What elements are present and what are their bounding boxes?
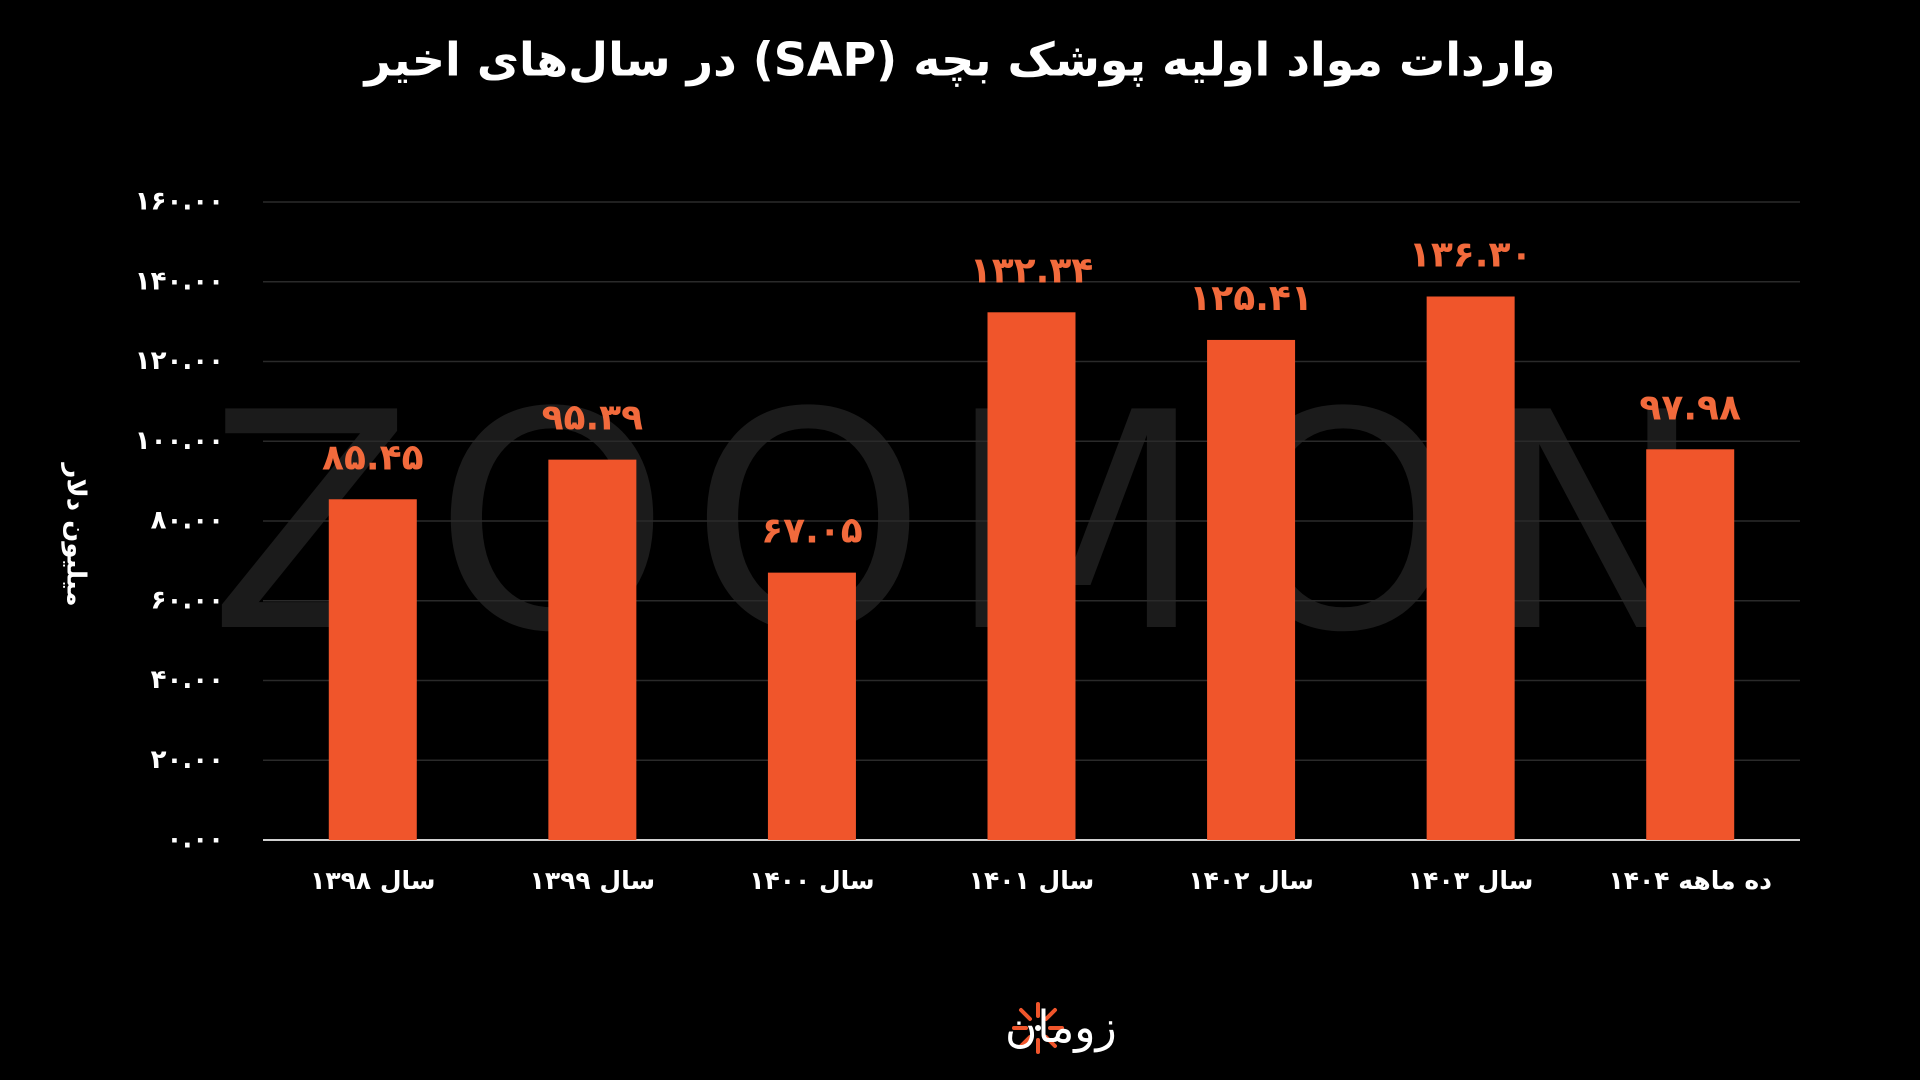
y-tick-label: ۴۰.۰۰: [151, 665, 224, 695]
bar: [1207, 339, 1296, 840]
x-tick-label: سال ۱۴۰۲: [1188, 866, 1313, 895]
y-tick-label: ۱۰۰.۰۰: [135, 426, 224, 456]
y-tick-label: ۰.۰۰: [167, 825, 224, 855]
bar: [987, 312, 1076, 840]
y-tick-label: ۶۰.۰۰: [151, 585, 224, 615]
y-tick-label: ۱۶۰.۰۰: [135, 187, 224, 217]
logo-icon: [1012, 1002, 1064, 1054]
value-label: ۸۵.۴۵: [322, 437, 424, 478]
chart-title: واردات مواد اولیه پوشک بچه (SAP) در سال‌…: [363, 33, 1556, 88]
value-label: ۱۳۲.۳۴: [970, 250, 1094, 291]
y-tick-label: ۱۲۰.۰۰: [135, 346, 224, 376]
x-tick-label: سال ۱۳۹۹: [530, 866, 655, 895]
value-label: ۶۷.۰۵: [761, 511, 863, 552]
x-tick-label: سال ۱۴۰۰: [749, 866, 874, 895]
y-tick-label: ۱۴۰.۰۰: [135, 266, 224, 296]
bar: [548, 459, 637, 840]
bar: [1426, 296, 1515, 840]
value-label: ۹۵.۳۹: [542, 398, 644, 439]
y-tick-label: ۸۰.۰۰: [151, 506, 224, 536]
logo-text: زومان: [1005, 1002, 1117, 1053]
x-tick-label: سال ۱۴۰۱: [969, 866, 1094, 895]
x-tick-label: سال ۱۳۹۸: [310, 866, 435, 895]
bar: [767, 572, 856, 840]
y-tick-label: ۲۰.۰۰: [151, 745, 224, 775]
bar: [1646, 449, 1735, 840]
value-label: ۹۷.۹۸: [1639, 387, 1741, 428]
y-axis-label: میلیون دلار: [61, 461, 91, 606]
logo: زومان: [1005, 1002, 1117, 1054]
x-tick-label: سال ۱۴۰۳: [1408, 866, 1533, 895]
x-tick-label: ده ماهه ۱۴۰۴: [1609, 866, 1773, 895]
value-label: ۱۳۶.۳۰: [1409, 235, 1533, 276]
value-label: ۱۲۵.۴۱: [1189, 278, 1313, 319]
bar: [328, 499, 417, 840]
